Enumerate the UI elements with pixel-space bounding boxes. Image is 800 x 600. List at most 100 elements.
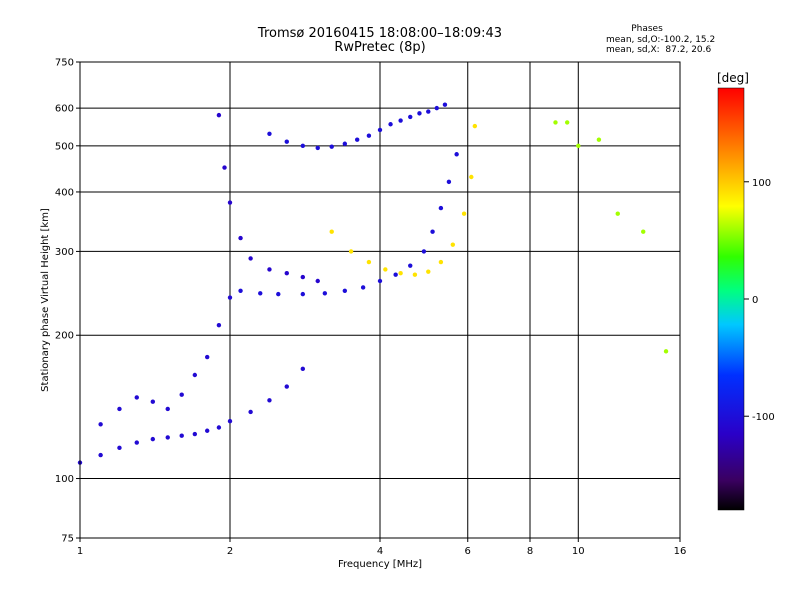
- colorbar-ticks: 100 0 -100: [744, 178, 775, 423]
- data-point-series-0: [377, 127, 383, 133]
- x-tick-label: 1: [77, 546, 83, 557]
- data-point-series-2: [366, 259, 372, 265]
- grid-lines: [80, 62, 680, 538]
- axis-ticks: 1 2 4 6 8 10 16 75 100 200 300 400 500 600 750: [55, 58, 686, 558]
- data-point-series-1: [342, 288, 348, 293]
- data-point-series-5: [150, 399, 156, 404]
- y-tick-label: 300: [55, 247, 74, 258]
- data-point-series-3: [117, 445, 122, 451]
- x-tick-label: 10: [572, 546, 585, 557]
- data-point-series-2: [348, 249, 354, 254]
- data-point-series-3: [248, 409, 253, 415]
- data-point-series-6: [564, 120, 570, 125]
- data-point-series-0: [398, 118, 403, 123]
- data-point-series-3: [227, 418, 233, 424]
- data-point-series-2: [472, 123, 478, 129]
- data-point-series-3: [134, 440, 139, 445]
- data-point-series-4: [315, 278, 320, 284]
- data-point-series-1: [430, 229, 435, 234]
- data-point-series-4: [216, 112, 222, 118]
- colorbar-label: [deg]: [717, 71, 749, 85]
- data-point-series-1: [276, 291, 281, 297]
- data-point-series-4: [300, 274, 306, 280]
- data-point-series-4: [238, 235, 243, 241]
- data-point-series-6: [596, 137, 602, 142]
- data-point-series-0: [300, 143, 306, 149]
- data-point-series-0: [408, 114, 413, 120]
- y-tick-label: 500: [55, 141, 74, 152]
- data-point-series-6: [641, 229, 646, 234]
- data-point-series-5: [192, 372, 198, 378]
- data-point-series-3: [204, 428, 210, 433]
- data-point-series-0: [434, 105, 439, 111]
- data-point-series-0: [342, 141, 348, 146]
- data-point-series-0: [388, 122, 393, 127]
- x-axis-label: Frequency [MHz]: [338, 559, 422, 570]
- chart-title: Tromsø 20160415 18:08:00–18:09:43: [257, 26, 503, 41]
- data-point-series-2: [383, 267, 388, 272]
- data-point-series-4: [227, 200, 233, 205]
- x-tick-label: 8: [527, 546, 533, 557]
- chart-subtitle: RwPretec (8p): [334, 40, 426, 55]
- data-point-series-5: [165, 406, 170, 412]
- data-point-series-1: [438, 205, 444, 211]
- y-axis-label: Stationary phase Virtual Height [km]: [40, 208, 51, 392]
- phases-header: Phases: [631, 24, 663, 34]
- x-tick-label: 2: [227, 546, 233, 557]
- data-point-series-5: [179, 392, 184, 397]
- colorbar-tick-label: 0: [752, 295, 758, 306]
- data-point-series-1: [360, 285, 366, 290]
- data-point-series-3: [284, 384, 289, 389]
- data-point-series-5: [204, 354, 210, 360]
- data-point-series-0: [366, 133, 372, 138]
- data-point-series-2: [426, 269, 431, 274]
- data-point-series-4: [222, 165, 227, 170]
- data-point-series-0: [417, 111, 422, 116]
- data-point-series-1: [377, 278, 383, 284]
- x-tick-label: 16: [674, 546, 687, 557]
- colorbar-tick-label: -100: [752, 412, 775, 423]
- x-tick-label: 4: [377, 546, 383, 557]
- data-point-series-3: [216, 425, 222, 430]
- data-point-series-5: [227, 295, 233, 300]
- y-tick-label: 100: [55, 474, 74, 485]
- data-point-series-2: [398, 271, 403, 276]
- y-tick-label: 400: [55, 187, 74, 198]
- y-tick-label: 750: [55, 58, 74, 69]
- data-point-series-1: [322, 291, 328, 296]
- data-point-series-6: [576, 143, 581, 149]
- x-tick-label: 6: [465, 546, 471, 557]
- data-point-series-2: [461, 211, 467, 216]
- data-point-series-1: [238, 288, 243, 293]
- data-point-series-6: [663, 349, 669, 354]
- y-tick-label: 75: [61, 534, 74, 545]
- y-tick-label: 200: [55, 331, 74, 342]
- data-point-series-0: [354, 137, 360, 142]
- data-point-series-1: [300, 291, 306, 297]
- data-point-series-4: [284, 271, 289, 276]
- data-point-series-4: [248, 256, 253, 261]
- data-point-series-6: [553, 120, 558, 125]
- data-point-series-1: [454, 152, 459, 157]
- data-point-series-3: [192, 431, 198, 437]
- data-point-series-3: [179, 433, 184, 438]
- y-tick-label: 600: [55, 104, 74, 115]
- data-point-series-5: [117, 406, 122, 412]
- phases-o-stats: mean, sd,O:-100.2, 15.2: [606, 35, 716, 45]
- data-point-series-5: [134, 395, 139, 400]
- data-point-series-5: [98, 422, 103, 427]
- data-point-series-2: [450, 242, 456, 247]
- data-point-series-3: [98, 452, 103, 458]
- data-points: [77, 102, 669, 465]
- phases-x-stats: mean, sd,X: 87.2, 20.6: [606, 45, 712, 55]
- data-point-series-1: [446, 179, 452, 185]
- data-point-series-0: [284, 139, 289, 144]
- data-point-series-1: [421, 249, 427, 254]
- data-point-series-0: [267, 131, 272, 136]
- data-point-series-1: [408, 263, 413, 268]
- data-point-series-0: [315, 145, 320, 151]
- data-point-series-5: [216, 322, 222, 328]
- data-point-series-2: [438, 259, 444, 265]
- data-point-series-2: [469, 174, 474, 180]
